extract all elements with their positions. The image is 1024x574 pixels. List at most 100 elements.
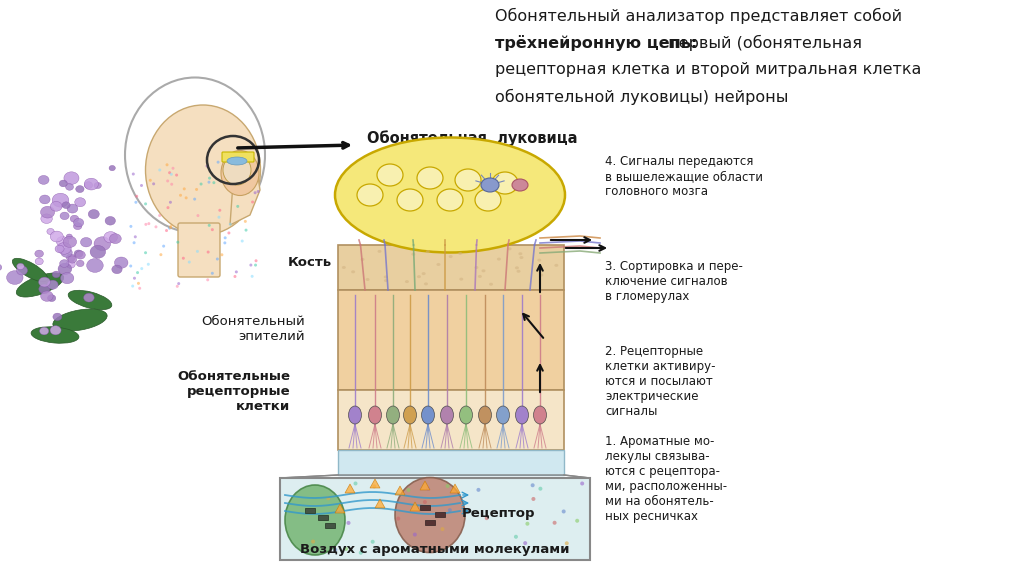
Ellipse shape [144, 251, 147, 254]
Text: Обонятельный
эпителий: Обонятельный эпителий [202, 315, 305, 343]
Ellipse shape [81, 238, 92, 247]
Ellipse shape [47, 280, 58, 289]
Ellipse shape [197, 214, 200, 217]
Ellipse shape [335, 138, 565, 253]
Polygon shape [450, 484, 460, 493]
Ellipse shape [66, 184, 74, 190]
Ellipse shape [378, 250, 382, 253]
Ellipse shape [208, 181, 211, 184]
Ellipse shape [540, 274, 544, 277]
Ellipse shape [518, 252, 522, 255]
Ellipse shape [196, 250, 199, 253]
Ellipse shape [87, 259, 103, 273]
Ellipse shape [417, 167, 443, 189]
Ellipse shape [171, 167, 174, 170]
FancyBboxPatch shape [435, 512, 445, 517]
FancyBboxPatch shape [420, 505, 430, 510]
Ellipse shape [386, 406, 399, 424]
Ellipse shape [66, 261, 75, 268]
Ellipse shape [84, 182, 92, 189]
Ellipse shape [31, 327, 79, 343]
Ellipse shape [84, 178, 98, 190]
Ellipse shape [373, 484, 376, 488]
Ellipse shape [404, 280, 409, 283]
Ellipse shape [440, 406, 454, 424]
Ellipse shape [384, 276, 388, 278]
Polygon shape [375, 499, 385, 508]
Ellipse shape [133, 277, 136, 280]
Ellipse shape [251, 200, 254, 204]
Ellipse shape [436, 263, 440, 266]
Ellipse shape [531, 497, 536, 501]
Ellipse shape [47, 228, 54, 235]
Ellipse shape [369, 406, 382, 424]
Ellipse shape [38, 176, 49, 184]
Ellipse shape [71, 215, 79, 222]
Ellipse shape [155, 226, 158, 228]
Text: 3. Сортировка и пере-
ключение сигналов
в гломерулах: 3. Сортировка и пере- ключение сигналов … [605, 260, 742, 303]
Ellipse shape [90, 245, 105, 258]
Ellipse shape [144, 223, 147, 226]
Ellipse shape [67, 234, 73, 239]
Ellipse shape [132, 241, 135, 244]
Ellipse shape [135, 195, 138, 197]
Ellipse shape [74, 218, 84, 227]
Text: 2. Рецепторные
клетки активиру-
ются и посылают
электрические
сигналы: 2. Рецепторные клетки активиру- ются и п… [605, 345, 716, 418]
Ellipse shape [168, 171, 171, 174]
FancyBboxPatch shape [305, 508, 315, 513]
Ellipse shape [539, 487, 543, 491]
FancyBboxPatch shape [280, 478, 590, 560]
Ellipse shape [233, 275, 237, 278]
Ellipse shape [227, 157, 247, 165]
FancyBboxPatch shape [338, 390, 564, 450]
Ellipse shape [16, 273, 63, 297]
Ellipse shape [84, 293, 94, 302]
Ellipse shape [233, 183, 236, 186]
Ellipse shape [221, 150, 259, 196]
Ellipse shape [237, 186, 240, 189]
Ellipse shape [247, 191, 250, 194]
Ellipse shape [228, 223, 231, 226]
Text: Воздух с ароматными молекулами: Воздух с ароматными молекулами [300, 543, 569, 556]
Ellipse shape [175, 173, 178, 177]
Ellipse shape [344, 547, 348, 551]
Ellipse shape [170, 183, 173, 186]
Ellipse shape [234, 270, 238, 273]
Ellipse shape [165, 229, 168, 232]
Polygon shape [345, 484, 355, 493]
Ellipse shape [153, 183, 156, 185]
Ellipse shape [125, 77, 265, 232]
Ellipse shape [200, 183, 203, 185]
Ellipse shape [129, 265, 132, 267]
Ellipse shape [206, 278, 209, 281]
Ellipse shape [145, 105, 260, 235]
Text: Митральная
клетка: Митральная клетка [383, 170, 477, 198]
Ellipse shape [115, 257, 128, 268]
Text: трёхнейронную цепь:: трёхнейронную цепь: [495, 35, 697, 51]
Ellipse shape [351, 270, 355, 273]
Ellipse shape [109, 165, 116, 170]
Ellipse shape [69, 290, 112, 310]
Ellipse shape [251, 275, 254, 278]
Ellipse shape [167, 206, 170, 209]
Ellipse shape [360, 258, 365, 261]
Ellipse shape [565, 541, 568, 545]
FancyBboxPatch shape [222, 152, 254, 162]
Ellipse shape [41, 214, 52, 223]
Ellipse shape [35, 258, 43, 265]
Ellipse shape [138, 287, 141, 290]
Text: 1. Ароматные мо-
лекулы связыва-
ются с рецептора-
ми, расположенны-
ми на обоня: 1. Ароматные мо- лекулы связыва- ются с … [605, 435, 727, 523]
Ellipse shape [196, 188, 198, 191]
Ellipse shape [76, 185, 84, 192]
Polygon shape [395, 486, 406, 495]
Ellipse shape [129, 225, 132, 228]
Ellipse shape [476, 488, 480, 492]
Ellipse shape [417, 275, 421, 278]
Ellipse shape [458, 252, 462, 255]
Ellipse shape [110, 234, 121, 243]
Ellipse shape [217, 216, 220, 219]
Ellipse shape [357, 184, 383, 206]
Ellipse shape [553, 521, 557, 525]
Ellipse shape [478, 275, 482, 278]
Ellipse shape [67, 254, 76, 261]
